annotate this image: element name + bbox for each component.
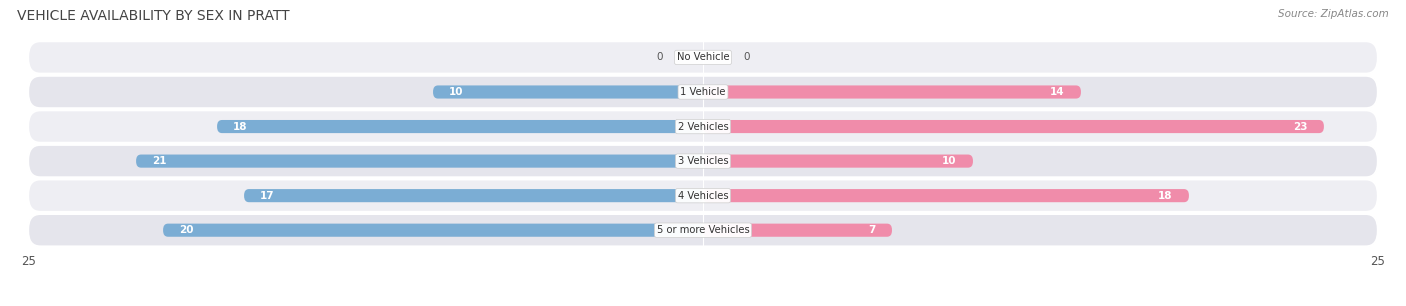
Text: 2 Vehicles: 2 Vehicles xyxy=(678,121,728,132)
FancyBboxPatch shape xyxy=(245,189,703,202)
Text: 3 Vehicles: 3 Vehicles xyxy=(678,156,728,166)
FancyBboxPatch shape xyxy=(28,145,1378,177)
Text: 1 Vehicle: 1 Vehicle xyxy=(681,87,725,97)
Text: Source: ZipAtlas.com: Source: ZipAtlas.com xyxy=(1278,9,1389,19)
Text: 18: 18 xyxy=(1159,191,1173,201)
FancyBboxPatch shape xyxy=(703,224,891,237)
Text: 0: 0 xyxy=(657,52,662,62)
Text: 17: 17 xyxy=(260,191,276,201)
Text: VEHICLE AVAILABILITY BY SEX IN PRATT: VEHICLE AVAILABILITY BY SEX IN PRATT xyxy=(17,9,290,23)
FancyBboxPatch shape xyxy=(28,214,1378,246)
Text: 10: 10 xyxy=(450,87,464,97)
Text: 10: 10 xyxy=(942,156,956,166)
Text: 20: 20 xyxy=(180,225,194,235)
FancyBboxPatch shape xyxy=(703,85,1081,99)
FancyBboxPatch shape xyxy=(28,179,1378,212)
FancyBboxPatch shape xyxy=(28,110,1378,143)
FancyBboxPatch shape xyxy=(217,120,703,133)
FancyBboxPatch shape xyxy=(433,85,703,99)
Text: 7: 7 xyxy=(869,225,876,235)
FancyBboxPatch shape xyxy=(703,189,1189,202)
Text: 23: 23 xyxy=(1294,121,1308,132)
Text: No Vehicle: No Vehicle xyxy=(676,52,730,62)
Text: 5 or more Vehicles: 5 or more Vehicles xyxy=(657,225,749,235)
Text: 21: 21 xyxy=(152,156,167,166)
Text: 18: 18 xyxy=(233,121,247,132)
Text: 4 Vehicles: 4 Vehicles xyxy=(678,191,728,201)
Text: 0: 0 xyxy=(744,52,749,62)
FancyBboxPatch shape xyxy=(28,41,1378,74)
FancyBboxPatch shape xyxy=(703,120,1324,133)
FancyBboxPatch shape xyxy=(703,155,973,168)
FancyBboxPatch shape xyxy=(163,224,703,237)
Legend: Male, Female: Male, Female xyxy=(641,304,765,306)
Text: 14: 14 xyxy=(1050,87,1064,97)
FancyBboxPatch shape xyxy=(136,155,703,168)
FancyBboxPatch shape xyxy=(28,76,1378,108)
